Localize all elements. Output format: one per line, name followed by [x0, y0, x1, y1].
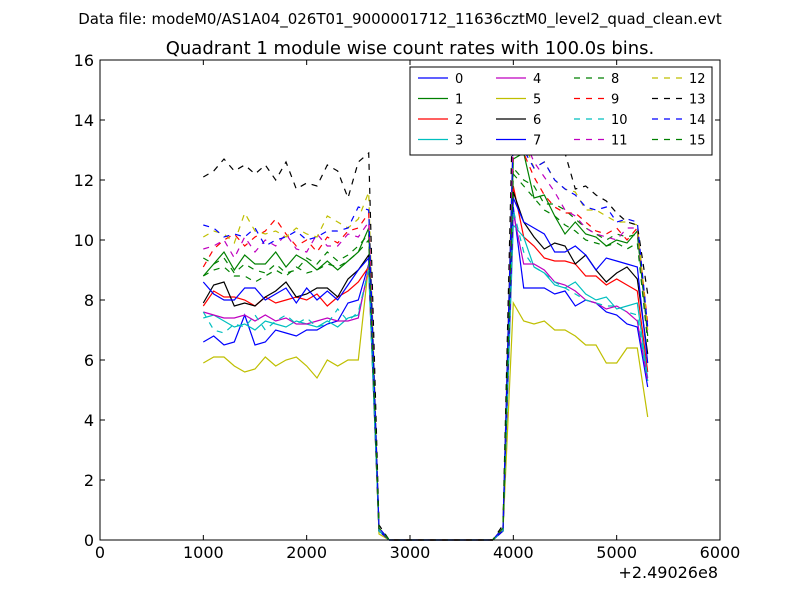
- series-line-11: [203, 130, 649, 541]
- legend-label-5: 5: [533, 93, 541, 108]
- x-tick-label: 1000: [183, 543, 224, 562]
- legend-label-3: 3: [455, 134, 463, 149]
- legend-label-6: 6: [533, 113, 541, 128]
- legend-label-8: 8: [611, 72, 619, 87]
- x-axis-offset-label: +2.49026e8: [618, 563, 718, 582]
- legend-label-9: 9: [611, 93, 619, 108]
- legend-label-13: 13: [689, 93, 706, 108]
- y-tick-label: 16: [74, 51, 94, 70]
- x-tick-label: 3000: [390, 543, 431, 562]
- x-tick-label: 6000: [700, 543, 741, 562]
- legend-label-14: 14: [689, 113, 706, 128]
- y-tick-label: 4: [84, 411, 94, 430]
- y-tick-label: 0: [84, 531, 94, 550]
- chart-suptitle: Data file: modeM0/AS1A04_026T01_90000017…: [78, 10, 722, 29]
- legend-label-12: 12: [689, 72, 706, 87]
- legend-label-7: 7: [533, 134, 541, 149]
- x-tick-label: 4000: [493, 543, 534, 562]
- x-tick-label: 2000: [286, 543, 327, 562]
- legend-label-1: 1: [455, 93, 463, 108]
- legend-label-4: 4: [533, 72, 541, 87]
- legend-label-0: 0: [455, 72, 463, 87]
- y-tick-label: 14: [74, 111, 94, 130]
- y-tick-label: 6: [84, 351, 94, 370]
- series-line-15: [203, 172, 649, 541]
- legend-label-11: 11: [611, 134, 628, 149]
- y-tick-label: 2: [84, 471, 94, 490]
- y-tick-label: 12: [74, 171, 94, 190]
- legend-label-2: 2: [455, 113, 463, 128]
- chart-title: Quadrant 1 module wise count rates with …: [166, 38, 655, 59]
- legend-label-15: 15: [689, 134, 706, 149]
- legend-label-10: 10: [611, 113, 628, 128]
- legend-box: [409, 66, 713, 156]
- x-tick-label: 0: [95, 543, 105, 562]
- y-tick-label: 10: [74, 231, 94, 250]
- x-tick-label: 5000: [596, 543, 637, 562]
- y-tick-label: 8: [84, 291, 94, 310]
